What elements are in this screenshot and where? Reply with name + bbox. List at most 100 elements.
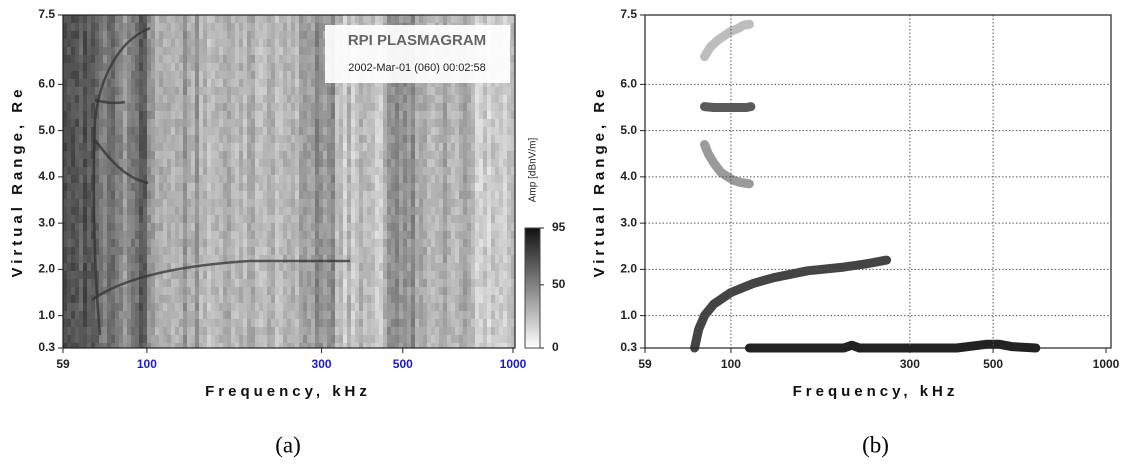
texture-cell: [203, 335, 208, 344]
texture-cell: [431, 327, 436, 336]
texture-cell: [275, 143, 280, 152]
texture-cell: [419, 295, 424, 304]
texture-cell: [171, 279, 176, 288]
texture-cell: [235, 223, 240, 232]
texture-cell: [315, 103, 320, 112]
texture-cell: [247, 135, 252, 144]
texture-cell: [399, 295, 404, 304]
texture-cell: [307, 63, 312, 72]
texture-cell: [435, 87, 440, 96]
texture-cell: [315, 79, 320, 88]
texture-cell: [195, 271, 200, 280]
texture-cell: [219, 175, 224, 184]
texture-cell: [287, 223, 292, 232]
texture-cell: [303, 239, 308, 248]
texture-cell: [343, 271, 348, 280]
texture-cell: [279, 311, 284, 320]
texture-cell: [155, 23, 160, 32]
texture-cell: [499, 311, 504, 320]
texture-cell: [239, 63, 244, 72]
texture-cell: [99, 167, 104, 176]
texture-cell: [255, 183, 260, 192]
texture-cell: [399, 151, 404, 160]
texture-cell: [67, 263, 72, 272]
texture-cell: [323, 223, 328, 232]
texture-cell: [467, 167, 472, 176]
texture-cell: [147, 215, 152, 224]
texture-cell: [379, 311, 384, 320]
texture-cell: [375, 215, 380, 224]
texture-cell: [391, 87, 396, 96]
texture-cell: [115, 311, 120, 320]
texture-cell: [235, 159, 240, 168]
texture-cell: [415, 279, 420, 288]
texture-cell: [279, 95, 284, 104]
texture-cell: [123, 319, 128, 328]
texture-cell: [475, 247, 480, 256]
texture-cell: [323, 263, 328, 272]
texture-cell: [203, 303, 208, 312]
texture-cell: [107, 199, 112, 208]
texture-cell: [115, 255, 120, 264]
texture-cell: [319, 47, 324, 56]
texture-cell: [159, 159, 164, 168]
texture-cell: [439, 87, 444, 96]
texture-cell: [271, 55, 276, 64]
texture-cell: [431, 319, 436, 328]
texture-cell: [183, 127, 188, 136]
texture-cell: [331, 303, 336, 312]
texture-cell: [195, 207, 200, 216]
texture-cell: [463, 263, 468, 272]
texture-cell: [247, 207, 252, 216]
texture-cell: [255, 111, 260, 120]
texture-cell: [195, 15, 200, 24]
texture-cell: [267, 247, 272, 256]
texture-cell: [103, 167, 108, 176]
texture-cell: [279, 127, 284, 136]
texture-cell: [319, 223, 324, 232]
texture-cell: [111, 87, 116, 96]
texture-cell: [391, 159, 396, 168]
texture-cell: [87, 151, 92, 160]
texture-cell: [127, 71, 132, 80]
texture-cell: [435, 231, 440, 240]
texture-cell: [71, 303, 76, 312]
texture-cell: [267, 47, 272, 56]
texture-cell: [483, 175, 488, 184]
texture-cell: [243, 335, 248, 344]
texture-cell: [503, 15, 508, 24]
texture-cell: [355, 119, 360, 128]
texture-cell: [411, 167, 416, 176]
texture-cell: [171, 215, 176, 224]
texture-cell: [115, 247, 120, 256]
texture-cell: [395, 295, 400, 304]
texture-cell: [483, 311, 488, 320]
texture-cell: [175, 31, 180, 40]
texture-cell: [123, 31, 128, 40]
texture-cell: [123, 207, 128, 216]
texture-cell: [67, 47, 72, 56]
texture-cell: [71, 279, 76, 288]
texture-cell: [119, 311, 124, 320]
texture-cell: [75, 103, 80, 112]
texture-cell: [155, 319, 160, 328]
texture-cell: [299, 271, 304, 280]
texture-cell: [131, 231, 136, 240]
texture-cell: [275, 303, 280, 312]
texture-cell: [507, 175, 512, 184]
texture-cell: [107, 255, 112, 264]
texture-cell: [355, 255, 360, 264]
texture-cell: [311, 111, 316, 120]
texture-cell: [251, 207, 256, 216]
texture-cell: [247, 47, 252, 56]
texture-cell: [171, 239, 176, 248]
texture-cell: [371, 175, 376, 184]
texture-cell: [503, 87, 508, 96]
texture-cell: [391, 183, 396, 192]
texture-cell: [63, 71, 68, 80]
texture-cell: [263, 279, 268, 288]
texture-cell: [499, 167, 504, 176]
texture-cell: [291, 175, 296, 184]
texture-cell: [187, 303, 192, 312]
texture-cell: [223, 231, 228, 240]
